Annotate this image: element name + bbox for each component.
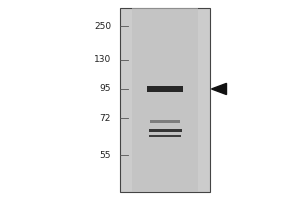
Text: 55: 55 (100, 151, 111, 160)
Text: 95: 95 (100, 84, 111, 93)
Bar (148, 129, 182, 132)
Text: 250: 250 (94, 22, 111, 31)
Bar (150, 120, 180, 123)
Bar (147, 86, 183, 92)
Bar (149, 134, 181, 137)
Text: 72: 72 (100, 114, 111, 123)
Polygon shape (212, 83, 226, 95)
Text: NCI-H292: NCI-H292 (140, 0, 190, 1)
Bar (120, 8, 210, 192)
Text: 130: 130 (94, 55, 111, 64)
Bar (132, 8, 198, 192)
